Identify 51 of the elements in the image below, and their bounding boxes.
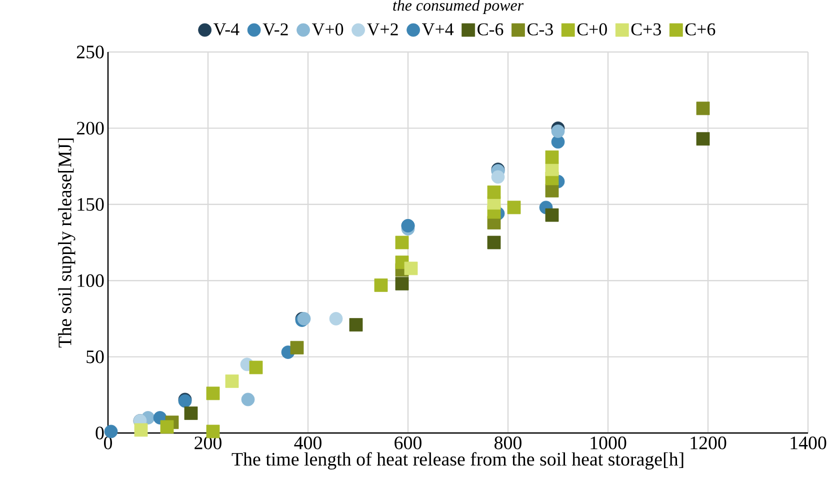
y-tick-label: 0: [96, 426, 104, 440]
point: [160, 420, 174, 434]
point: [545, 162, 559, 176]
point: [545, 150, 559, 164]
legend-label: V-2: [262, 23, 288, 36]
legend-label: V+4: [422, 23, 454, 36]
point: [696, 132, 710, 146]
y-tick-label: 100: [78, 274, 104, 287]
point: [395, 236, 409, 250]
y-tick-label: 200: [76, 122, 104, 135]
point: [184, 406, 198, 420]
x-tick-label: 1000: [590, 436, 626, 450]
legend-label: C+6: [685, 23, 716, 36]
point: [329, 312, 343, 326]
point: [404, 262, 418, 276]
point: [249, 360, 263, 374]
x-tick-label: 600: [394, 436, 422, 450]
legend-label: C-6: [478, 23, 504, 36]
y-tick-label: 150: [78, 198, 104, 211]
point: [487, 186, 501, 199]
legend-label: V+2: [366, 23, 398, 36]
point: [491, 170, 505, 184]
point: [545, 208, 559, 222]
x-tick-label: 800: [494, 436, 522, 450]
point: [507, 200, 521, 214]
point: [241, 392, 255, 406]
y-tick-label: 50: [86, 350, 104, 364]
x-tick-label: 0: [104, 436, 112, 450]
legend-label: V+0: [312, 23, 344, 36]
point: [374, 278, 388, 292]
point: [696, 102, 710, 116]
point: [134, 423, 148, 437]
y-axis-title: The soil supply release[MJ]: [58, 138, 76, 348]
point: [225, 374, 239, 388]
point: [487, 236, 501, 250]
point: [395, 276, 409, 290]
chart-title: the consumed power: [393, 0, 524, 14]
point: [290, 340, 304, 354]
point: [349, 318, 363, 332]
x-tick-label: 1200: [690, 436, 726, 450]
legend-label: C-3: [527, 23, 553, 36]
legend-label: V-4: [214, 23, 240, 36]
x-tick-label: 400: [294, 436, 322, 450]
point: [206, 386, 220, 400]
x-tick-label: 1400: [790, 436, 826, 450]
point: [551, 124, 565, 138]
point: [104, 424, 118, 438]
legend-label: C+3: [631, 23, 661, 36]
x-axis-title: The time length of heat release from the soil heat storage[h]: [232, 452, 684, 470]
legend-label: C+0: [577, 23, 607, 36]
y-tick-label: 250: [76, 46, 104, 58]
